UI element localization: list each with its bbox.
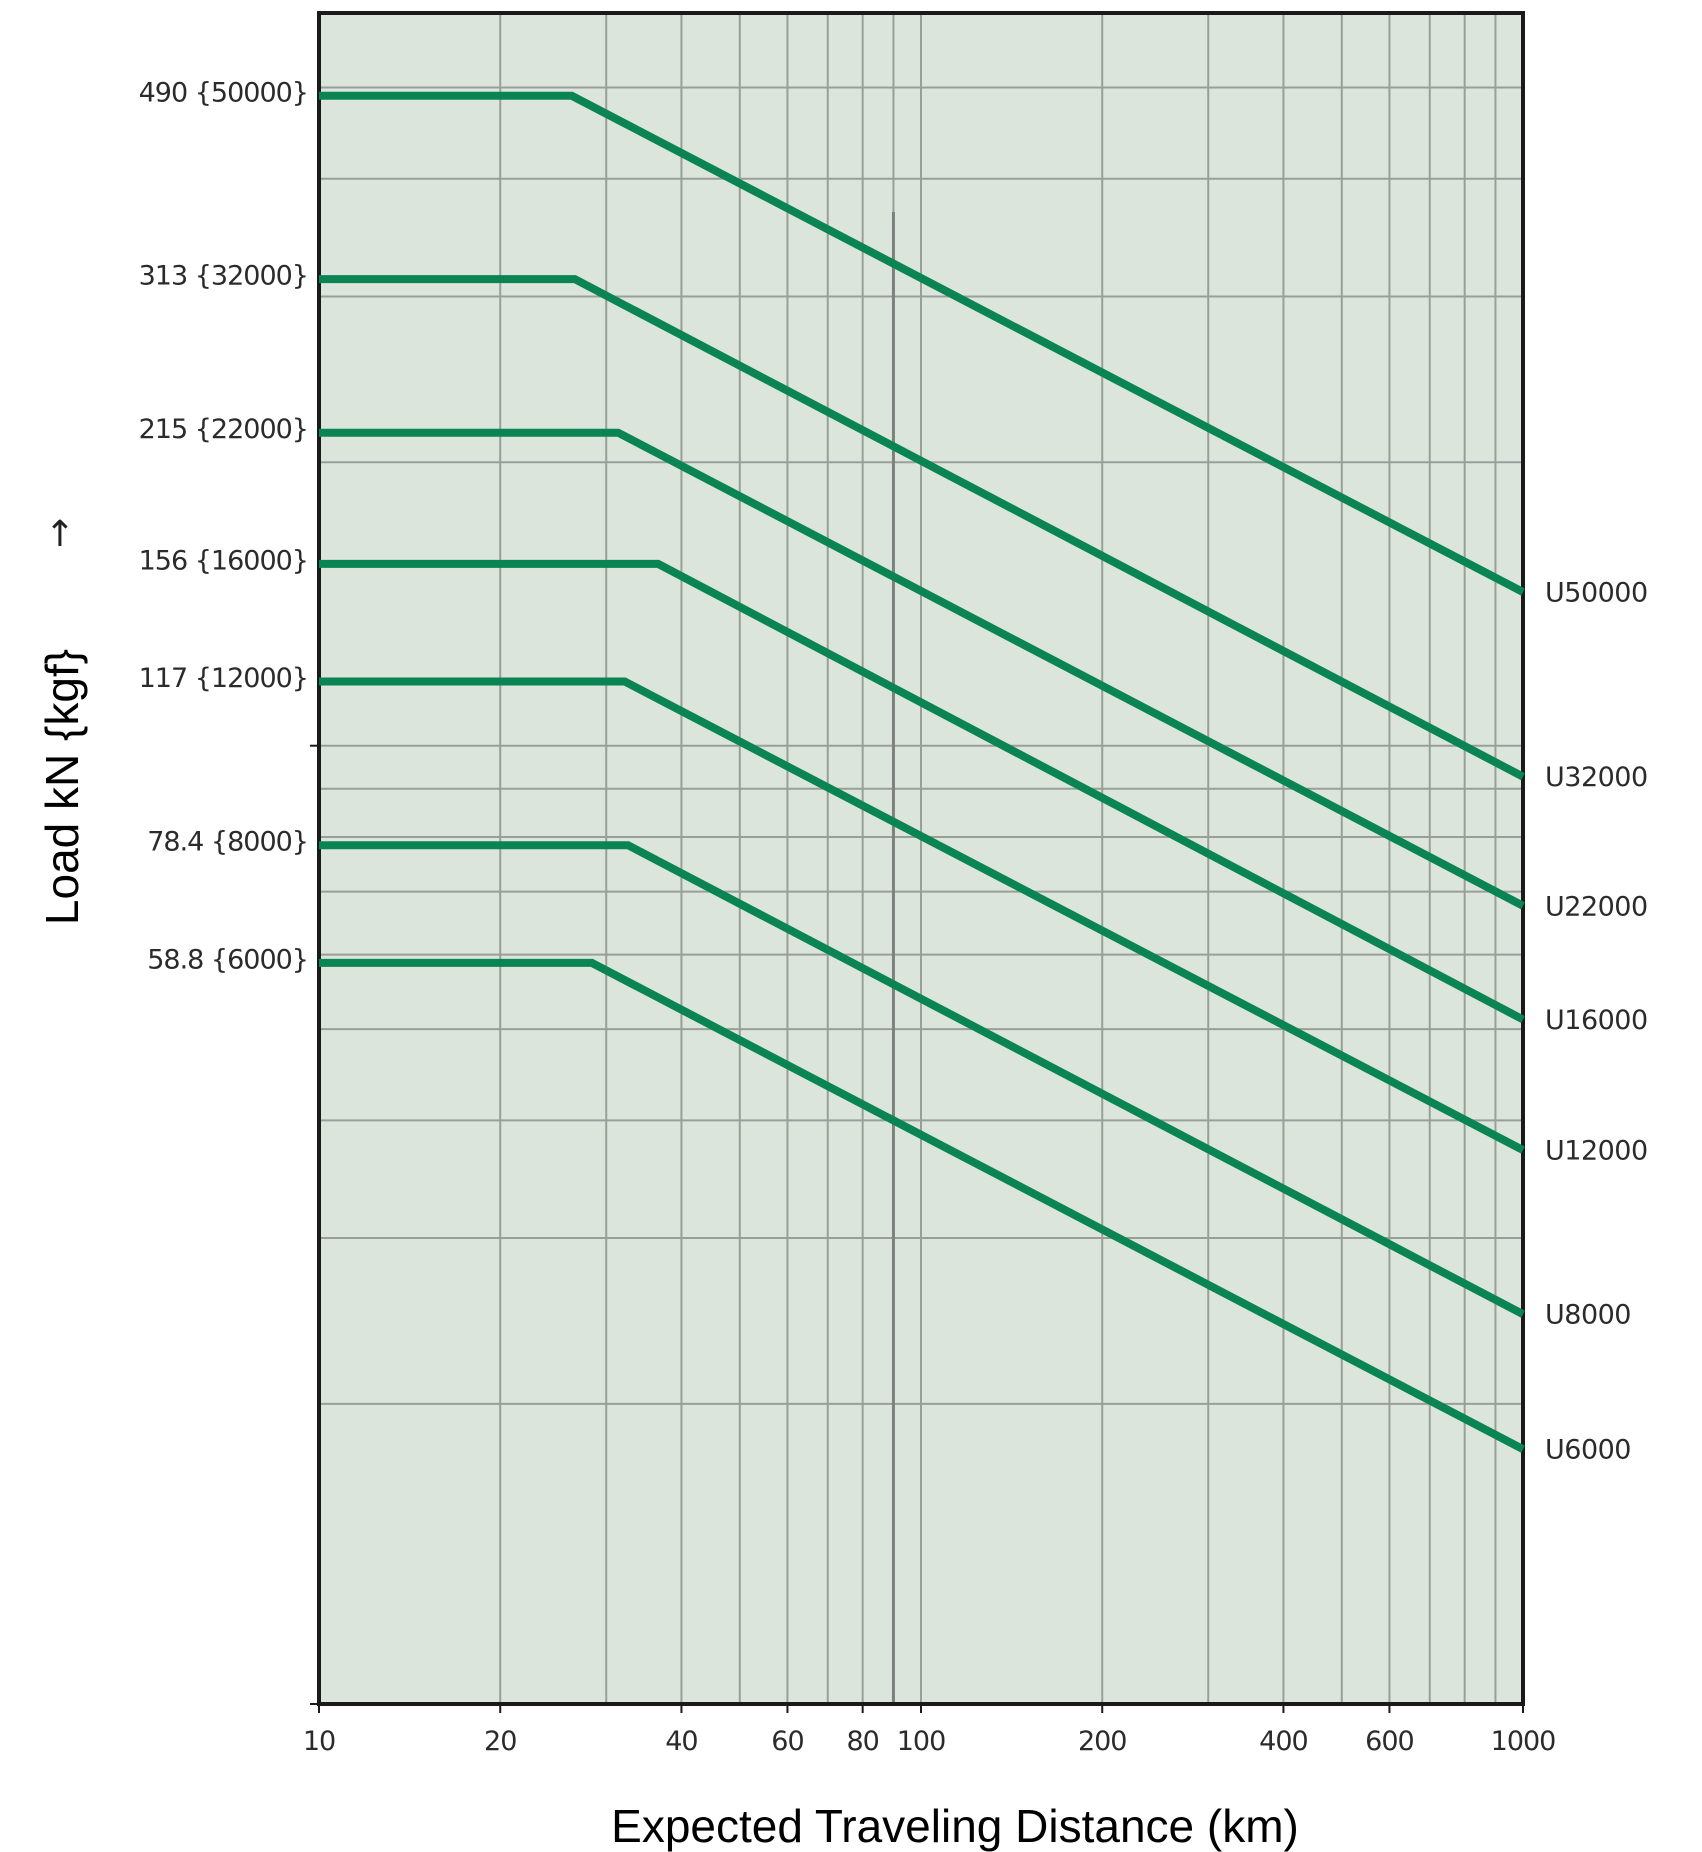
series-lines [319,91,1525,1453]
series-line-u6000 [319,958,1525,1453]
x-tick-label: 400 [1259,1726,1308,1757]
series-label-u12000: U12000 [1545,1136,1648,1167]
y-axis-arrow-icon: ↑ [45,514,75,555]
series-label-u50000: U50000 [1545,578,1648,609]
series-label-u8000: U8000 [1545,1300,1631,1331]
y-tick-label: 78.4 {8000} [147,827,308,858]
y-tick-label: 215 {22000} [139,414,308,445]
series-line-u16000 [319,559,1525,1024]
x-axis-title: Expected Traveling Distance (km) [611,1800,1299,1852]
y-tick-label: 156 {16000} [139,545,308,576]
x-tick-label: 10 [303,1726,335,1757]
series-labels: U50000 U32000 U22000 U16000 U12000 U8000 U6000 [1545,578,1648,1466]
x-tick-label: 1000 [1491,1726,1556,1757]
series-line-u8000 [319,841,1525,1318]
x-tick-label: 80 [846,1726,878,1757]
y-tick-label: 117 {12000} [139,663,308,694]
y-tick-label: 58.8 {6000} [147,944,308,975]
y-tick-label: 490 {50000} [139,77,308,108]
x-tick-labels: 10 20 40 60 80 100 200 400 600 1000 [303,1726,1557,1757]
y-axis-title: Load kN {kgf} [36,649,88,925]
x-tick-label: 60 [771,1726,803,1757]
series-label-u32000: U32000 [1545,762,1648,793]
series-line-u50000 [319,91,1525,596]
series-line-u32000 [319,275,1525,781]
series-line-u12000 [319,677,1525,1154]
series-line-u22000 [319,428,1525,910]
x-tick-label: 100 [897,1726,946,1757]
x-tick-label: 40 [665,1726,697,1757]
y-tick-label: 313 {32000} [139,261,308,292]
x-tick-label: 20 [484,1726,516,1757]
x-tick-label: 200 [1078,1726,1127,1757]
series-label-u16000: U16000 [1545,1005,1648,1036]
series-label-u22000: U22000 [1545,891,1648,922]
y-tick-labels: 490 {50000} 313 {32000} 215 {22000} 156 {16… [139,77,309,975]
gridlines [319,13,1523,1704]
axis-ticks [310,744,1524,1713]
x-tick-label: 600 [1365,1726,1414,1757]
series-label-u6000: U6000 [1545,1435,1631,1466]
